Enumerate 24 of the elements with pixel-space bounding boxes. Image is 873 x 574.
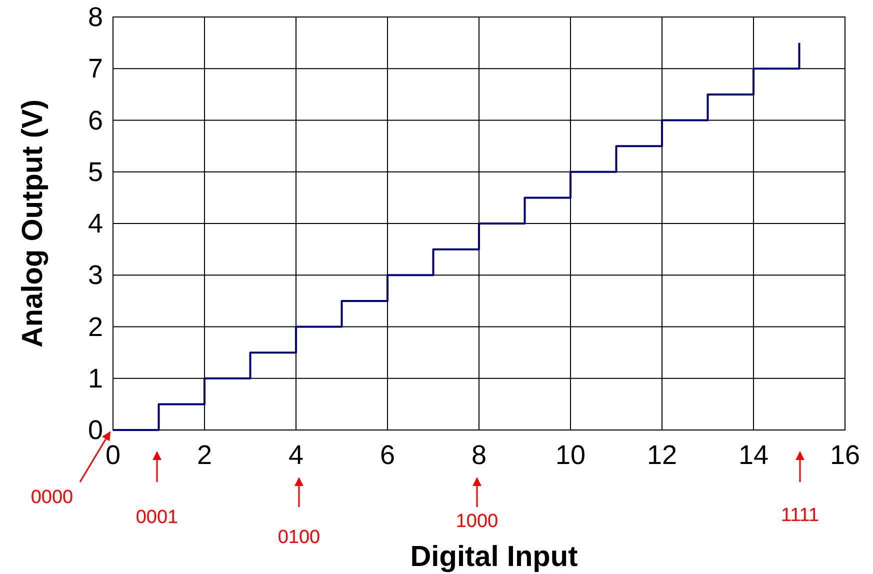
- x-tick-label: 2: [196, 440, 212, 470]
- text: 1000: [456, 511, 498, 532]
- text: 0100: [278, 527, 320, 548]
- y-axis-title: Analog Output (V): [17, 99, 49, 348]
- x-tick-label: 12: [646, 440, 678, 470]
- y-tick-label: 8: [88, 2, 103, 32]
- text: 1111: [780, 505, 820, 526]
- y-tick-label: 5: [88, 156, 103, 187]
- x-tick-label: 4: [288, 440, 304, 470]
- y-tick-label: 3: [88, 260, 103, 290]
- y-tick-label: 6: [88, 105, 103, 136]
- x-tick-label: 8: [471, 440, 487, 470]
- text: 0001: [136, 507, 178, 528]
- x-tick-label: 10: [555, 440, 586, 470]
- y-tick-label: 1: [88, 363, 103, 394]
- y-tick-label: 7: [88, 54, 103, 84]
- y-tick-label: 4: [88, 208, 103, 238]
- x-tick-label: 6: [380, 440, 396, 470]
- x-axis-title: Digital Input: [410, 541, 578, 573]
- y-tick-label: 2: [88, 312, 103, 342]
- text: 0000: [30, 487, 74, 508]
- x-tick-label: 14: [738, 440, 769, 470]
- y-tick-label: 0: [88, 415, 103, 445]
- x-tick-label: 16: [830, 440, 860, 470]
